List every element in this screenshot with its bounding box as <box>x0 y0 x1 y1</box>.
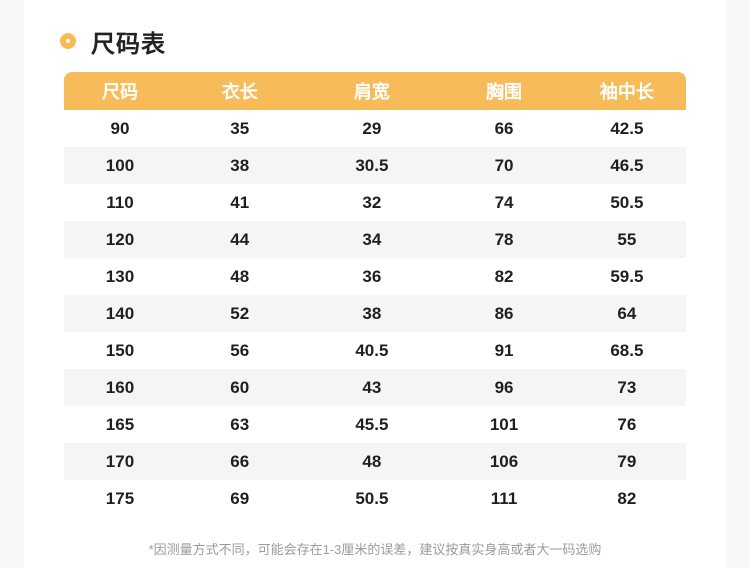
table-row: 140 52 38 86 64 <box>64 295 686 332</box>
table-cell: 29 <box>362 118 382 138</box>
table-cell: 45.5 <box>355 414 389 434</box>
table-cell: 68.5 <box>610 340 644 360</box>
table-cell: 30.5 <box>355 155 389 175</box>
column-header: 尺码 <box>101 82 138 102</box>
table-row: 100 38 30.5 70 46.5 <box>64 147 686 184</box>
table-cell: 35 <box>230 118 250 138</box>
table-cell: 170 <box>105 451 135 471</box>
table-cell: 96 <box>494 377 514 397</box>
table-cell: 66 <box>494 118 514 138</box>
size-table-body: 90 35 29 66 42.5 100 38 30.5 70 46.5 110 41 32 74 50.5… <box>64 110 686 517</box>
table-row: 165 63 45.5 101 76 <box>64 406 686 443</box>
table-cell: 48 <box>362 451 382 471</box>
table-cell: 76 <box>617 414 637 434</box>
size-table-header: 尺码 衣长 肩宽 胸围 袖中长 <box>64 72 686 110</box>
table-cell: 86 <box>494 303 514 323</box>
table-cell: 36 <box>362 266 382 286</box>
table-cell: 43 <box>362 377 382 397</box>
ring-bullet-icon <box>60 33 76 49</box>
content-card: 尺码表 尺码 衣长 肩宽 胸围 袖中长 90 35 29 66 42.5 100 38 30.5 70 4… <box>24 0 726 568</box>
table-cell: 70 <box>494 155 514 175</box>
table-cell: 73 <box>617 377 637 397</box>
table-cell: 42.5 <box>610 118 644 138</box>
table-cell: 40.5 <box>355 340 389 360</box>
table-row: 160 60 43 96 73 <box>64 369 686 406</box>
table-cell: 150 <box>105 340 135 360</box>
table-cell: 74 <box>494 192 514 212</box>
column-header: 袖中长 <box>599 82 654 102</box>
table-row: 120 44 34 78 55 <box>64 221 686 258</box>
table-cell: 48 <box>230 266 250 286</box>
table-cell: 46.5 <box>610 155 644 175</box>
table-cell: 44 <box>230 229 250 249</box>
table-cell: 64 <box>617 303 637 323</box>
table-cell: 34 <box>362 229 382 249</box>
table-cell: 66 <box>230 451 250 471</box>
table-cell: 175 <box>105 488 135 508</box>
table-cell: 63 <box>230 414 250 434</box>
column-header: 肩宽 <box>353 82 390 102</box>
table-row: 90 35 29 66 42.5 <box>64 110 686 147</box>
table-cell: 69 <box>230 488 250 508</box>
table-cell: 59.5 <box>610 266 644 286</box>
table-cell: 52 <box>230 303 250 323</box>
table-cell: 82 <box>494 266 514 286</box>
table-cell: 82 <box>617 488 637 508</box>
table-cell: 55 <box>617 229 637 249</box>
section-title-row: 尺码表 <box>60 26 726 58</box>
table-cell: 78 <box>494 229 514 249</box>
table-cell: 41 <box>230 192 250 212</box>
table-row: 110 41 32 74 50.5 <box>64 184 686 221</box>
page-title: 尺码表 <box>91 30 166 58</box>
table-cell: 101 <box>489 414 519 434</box>
table-cell: 110 <box>106 192 134 212</box>
table-cell: 38 <box>362 303 382 323</box>
table-row: 175 69 50.5 111 82 <box>64 480 686 517</box>
table-cell: 160 <box>105 377 135 397</box>
table-cell: 91 <box>494 340 514 360</box>
table-cell: 38 <box>230 155 250 175</box>
column-header: 衣长 <box>221 82 258 102</box>
table-cell: 120 <box>105 229 135 249</box>
table-cell: 100 <box>105 155 135 175</box>
table-cell: 50.5 <box>610 192 644 212</box>
table-cell: 106 <box>489 451 519 471</box>
table-cell: 56 <box>230 340 250 360</box>
table-cell: 50.5 <box>355 488 389 508</box>
table-cell: 130 <box>105 266 135 286</box>
table-cell: 79 <box>617 451 637 471</box>
column-header: 胸围 <box>486 82 523 102</box>
table-cell: 165 <box>105 414 135 434</box>
footnote: *因测量方式不同，可能会存在1-3厘米的误差，建议按真实身高或者大一码选购 <box>148 542 602 557</box>
table-cell: 32 <box>362 192 382 212</box>
table-row: 170 66 48 106 79 <box>64 443 686 480</box>
table-row: 150 56 40.5 91 68.5 <box>64 332 686 369</box>
table-cell: 140 <box>105 303 135 323</box>
table-cell: 90 <box>110 118 130 138</box>
size-table: 尺码 衣长 肩宽 胸围 袖中长 90 35 29 66 42.5 100 38 30.5 70 46.5 1… <box>64 72 686 517</box>
table-row: 130 48 36 82 59.5 <box>64 258 686 295</box>
table-cell: 60 <box>230 377 250 397</box>
table-cell: 111 <box>490 488 518 508</box>
